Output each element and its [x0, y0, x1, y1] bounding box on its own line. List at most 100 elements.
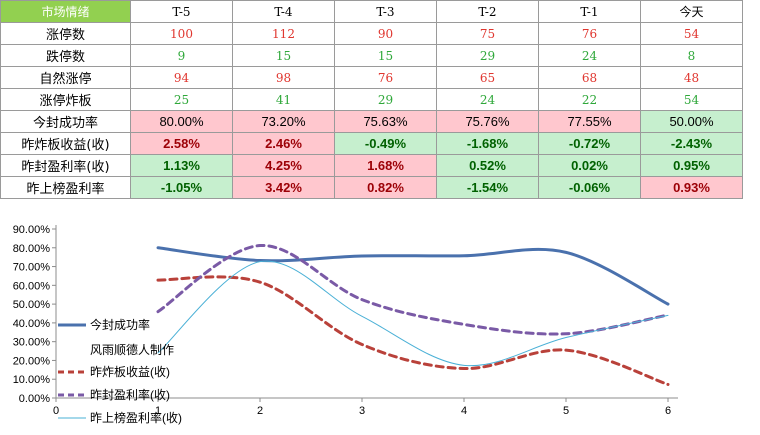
table-cell: -1.05%: [130, 176, 233, 199]
y-tick-label: 40.00%: [13, 318, 51, 330]
chart-axes: 0.00% 10.00% 20.00% 30.00% 40.00% 50.00% 60.00…: [13, 224, 678, 417]
y-tick-label: 30.00%: [13, 337, 51, 349]
table-cell: 76: [538, 22, 641, 45]
table-cell: 0.02%: [538, 154, 641, 177]
table-cell: 2.58%: [130, 132, 233, 155]
y-tick-label: 70.00%: [13, 262, 51, 274]
table-cell: 24: [538, 44, 641, 67]
table-cell: 0.95%: [640, 154, 743, 177]
column-header: T-5: [130, 0, 233, 23]
column-header: T-3: [334, 0, 437, 23]
series-line: [156, 244, 670, 336]
legend-label: 昨炸板收益(收): [90, 365, 170, 379]
y-tick-label: 0.00%: [19, 393, 50, 405]
table-cell: 22: [538, 88, 641, 111]
table-row: 涨停炸板 25 41 29 24 22 54: [0, 88, 743, 111]
table-cell: -0.72%: [538, 132, 641, 155]
row-label: 跌停数: [0, 44, 131, 67]
table-cell: -1.68%: [436, 132, 539, 155]
column-header: T-4: [232, 0, 335, 23]
table-row: 跌停数 9 15 15 29 24 8: [0, 44, 743, 67]
table-cell: 77.55%: [538, 110, 641, 133]
x-tick-label: 2: [257, 405, 263, 417]
table-row: 昨炸板收益(收) 2.58% 2.46% -0.49% -1.68% -0.72% -2.4…: [0, 132, 743, 155]
table-cell: 54: [640, 22, 743, 45]
row-label: 自然涨停: [0, 66, 131, 89]
table-cell: 25: [130, 88, 233, 111]
x-tick-label: 0: [53, 405, 59, 417]
y-tick-label: 20.00%: [13, 355, 51, 367]
chart-series: [156, 244, 670, 386]
table-cell: 2.46%: [232, 132, 335, 155]
table-cell: 98: [232, 66, 335, 89]
table-cell: 3.42%: [232, 176, 335, 199]
table-cell: 112: [232, 22, 335, 45]
y-tick-label: 50.00%: [13, 299, 51, 311]
table-cell: 4.25%: [232, 154, 335, 177]
table-cell: 80.00%: [130, 110, 233, 133]
table-cell: 90: [334, 22, 437, 45]
table-cell: 15: [334, 44, 437, 67]
table-cell: 75: [436, 22, 539, 45]
table-row: 昨封盈利率(收) 1.13% 4.25% 1.68% 0.52% 0.02% 0.95%: [0, 154, 743, 177]
row-label: 涨停数: [0, 22, 131, 45]
table-cell: 1.68%: [334, 154, 437, 177]
x-tick-label: 1: [155, 405, 161, 417]
table-cell: -1.54%: [436, 176, 539, 199]
sentiment-line-chart: 0.00% 10.00% 20.00% 30.00% 40.00% 50.00% 60.00…: [13, 224, 678, 425]
x-tick-label: 5: [563, 405, 569, 417]
table-cell: 54: [640, 88, 743, 111]
y-tick-label: 80.00%: [13, 243, 51, 255]
table-cell: -0.49%: [334, 132, 437, 155]
y-tick-label: 10.00%: [13, 374, 51, 386]
series-line: [156, 246, 670, 306]
row-label: 涨停炸板: [0, 88, 131, 111]
y-tick-label: 60.00%: [13, 280, 51, 292]
legend-label: 今封成功率: [90, 317, 150, 332]
y-tick-label: 90.00%: [13, 224, 51, 236]
legend-label: 昨上榜盈利率(收): [90, 410, 182, 425]
table-cell: 41: [232, 88, 335, 111]
table-cell: 75.76%: [436, 110, 539, 133]
chart-note: 风雨顺德人制作: [90, 342, 174, 357]
table-cell: -0.06%: [538, 176, 641, 199]
series-line: [157, 260, 669, 367]
table-cell: 1.13%: [130, 154, 233, 177]
corner-label: 市场情绪: [0, 0, 131, 23]
table-cell: 73.20%: [232, 110, 335, 133]
table-row: 自然涨停 94 98 76 65 68 48: [0, 66, 743, 89]
table-cell: 29: [334, 88, 437, 111]
x-tick-label: 4: [461, 405, 467, 417]
x-tick-label: 3: [359, 405, 365, 417]
table-cell: 0.52%: [436, 154, 539, 177]
column-header: T-2: [436, 0, 539, 23]
table-cell: 8: [640, 44, 743, 67]
table-cell: 94: [130, 66, 233, 89]
row-label: 昨炸板收益(收): [0, 132, 131, 155]
table-cell: 50.00%: [640, 110, 743, 133]
table-cell: 65: [436, 66, 539, 89]
table-cell: 0.82%: [334, 176, 437, 199]
table-cell: -2.43%: [640, 132, 743, 155]
table-cell: 0.93%: [640, 176, 743, 199]
table-cell: 29: [436, 44, 539, 67]
x-tick-label: 6: [665, 405, 671, 417]
column-header: T-1: [538, 0, 641, 23]
table-cell: 48: [640, 66, 743, 89]
legend-label: 昨封盈利率(收): [90, 387, 170, 402]
row-label: 今封成功率: [0, 110, 131, 133]
table-cell: 68: [538, 66, 641, 89]
table-cell: 24: [436, 88, 539, 111]
table-row: 涨停数 100 112 90 75 76 54: [0, 22, 743, 45]
market-sentiment-table: 市场情绪 T-5 T-4 T-3 T-2 T-1 今天 涨停数 100 112 90 75 76 54 跌停…: [0, 0, 743, 199]
table-cell: 76: [334, 66, 437, 89]
table-row: 今封成功率 80.00% 73.20% 75.63% 75.76% 77.55% 50.00…: [0, 110, 743, 133]
row-label: 昨上榜盈利率: [0, 176, 131, 199]
table-cell: 9: [130, 44, 233, 67]
table-cell: 75.63%: [334, 110, 437, 133]
row-label: 昨封盈利率(收): [0, 154, 131, 177]
table-cell: 100: [130, 22, 233, 45]
table-row: 昨上榜盈利率 -1.05% 3.42% 0.82% -1.54% -0.06% 0.93%: [0, 176, 743, 199]
table-header-row: 市场情绪 T-5 T-4 T-3 T-2 T-1 今天: [0, 0, 743, 23]
